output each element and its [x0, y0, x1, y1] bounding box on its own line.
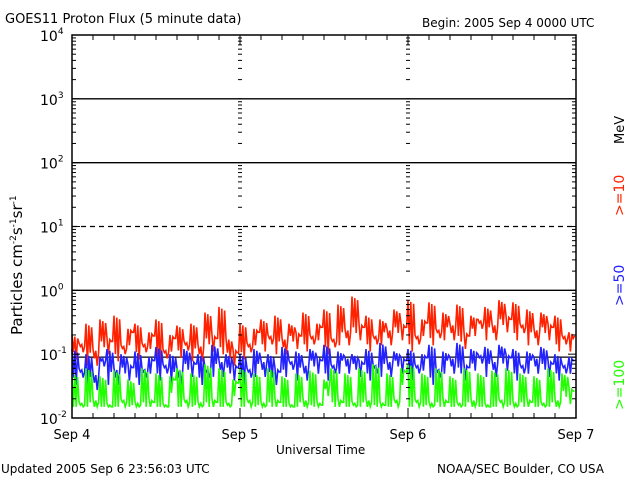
legend-ge10: >=10	[612, 175, 628, 216]
x-tick-labels: Sep 4 Sep 5 Sep 6 Sep 7	[54, 428, 595, 443]
x-tick-label: Sep 7	[558, 428, 595, 443]
y-tick-exponent: -2	[58, 410, 67, 420]
credit-text: NOAA/SEC Boulder, CO USA	[437, 462, 605, 476]
y-tick-exponent: 0	[58, 282, 64, 292]
x-tick-label: Sep 4	[54, 428, 91, 443]
y-tick-exponent: 4	[58, 27, 64, 37]
chart-subtitle: Begin: 2005 Sep 4 0000 UTC	[422, 16, 594, 30]
y-axis-label: Particles cm-2s-1sr-1	[8, 195, 26, 335]
y-tick-label: 100	[40, 282, 64, 300]
legend-ge50: >=50	[612, 265, 628, 306]
y-tick-label: 10-2	[40, 410, 67, 428]
series-ge50	[71, 342, 575, 391]
y-tick-label: 101	[40, 219, 64, 237]
x-tick-label: Sep 5	[222, 428, 259, 443]
y-tick-exponent: 3	[58, 91, 64, 101]
y-tick-base: 10	[40, 412, 58, 428]
legend-unit: MeV	[613, 116, 628, 144]
series-group	[71, 296, 576, 410]
y-tick-base: 10	[40, 157, 58, 173]
x-tick-label: Sep 6	[390, 428, 427, 443]
y-tick-exponent: 1	[58, 219, 64, 229]
y-tick-base: 10	[40, 93, 58, 109]
y-tick-base: 10	[40, 284, 58, 300]
y-tick-base: 10	[40, 221, 58, 237]
series-ge100	[71, 363, 575, 410]
y-tick-label: 10-1	[40, 346, 67, 364]
y-tick-label: 104	[40, 27, 64, 45]
chart-title: GOES11 Proton Flux (5 minute data)	[5, 12, 241, 27]
series-ge10	[71, 296, 576, 366]
y-tick-base: 10	[40, 348, 58, 364]
y-tick-label: 103	[40, 91, 64, 109]
y-tick-exponent: -1	[58, 346, 67, 356]
y-tick-label: 102	[40, 155, 64, 173]
x-axis-label: Universal Time	[276, 443, 365, 457]
y-tick-exponent: 2	[58, 155, 64, 165]
legend-ge100: >=100	[612, 360, 628, 410]
updated-timestamp: Updated 2005 Sep 6 23:56:03 UTC	[1, 462, 210, 476]
y-tick-base: 10	[40, 29, 58, 45]
plot-frame	[71, 34, 577, 419]
